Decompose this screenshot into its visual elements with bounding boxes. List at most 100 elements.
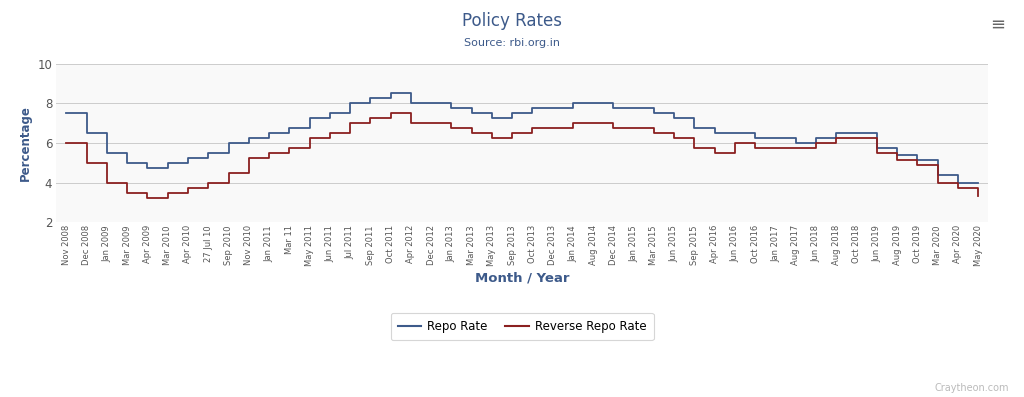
Reverse Repo Rate — [729, 141, 741, 145]
Reverse Repo Rate — [749, 146, 761, 150]
Reverse Repo Rate — [303, 135, 315, 140]
Reverse Repo Rate — [404, 121, 417, 125]
Repo Rate — [891, 152, 903, 157]
Repo Rate — [466, 111, 478, 116]
Reverse Repo Rate — [911, 162, 924, 167]
Repo Rate — [303, 116, 315, 121]
Reverse Repo Rate — [790, 146, 802, 150]
Reverse Repo Rate — [324, 131, 336, 135]
Repo Rate — [628, 106, 640, 111]
Reverse Repo Rate — [141, 195, 154, 200]
Repo Rate — [668, 116, 680, 121]
Repo Rate — [404, 101, 417, 106]
Repo Rate — [810, 135, 822, 140]
Reverse Repo Rate — [932, 180, 944, 185]
Repo Rate — [162, 160, 174, 165]
Reverse Repo Rate — [607, 126, 620, 131]
Line: Repo Rate: Repo Rate — [67, 93, 978, 183]
Reverse Repo Rate — [506, 131, 518, 135]
Legend: Repo Rate, Reverse Repo Rate: Repo Rate, Reverse Repo Rate — [391, 313, 653, 340]
Reverse Repo Rate — [202, 180, 214, 185]
Repo Rate — [932, 172, 944, 177]
Reverse Repo Rate — [162, 190, 174, 195]
Repo Rate — [60, 111, 73, 116]
Reverse Repo Rate — [951, 185, 964, 190]
Reverse Repo Rate — [182, 185, 195, 190]
Reverse Repo Rate — [384, 111, 396, 116]
Repo Rate — [243, 135, 255, 140]
Reverse Repo Rate — [485, 135, 498, 140]
Repo Rate — [526, 106, 539, 111]
Repo Rate — [607, 106, 620, 111]
Reverse Repo Rate — [587, 121, 599, 125]
Reverse Repo Rate — [891, 158, 903, 162]
Repo Rate — [951, 180, 964, 185]
Reverse Repo Rate — [344, 121, 356, 125]
Reverse Repo Rate — [547, 126, 559, 131]
Repo Rate — [790, 141, 802, 145]
Reverse Repo Rate — [769, 146, 781, 150]
Repo Rate — [425, 101, 437, 106]
Reverse Repo Rate — [81, 160, 93, 165]
Reverse Repo Rate — [566, 121, 579, 125]
Text: Craytheon.com: Craytheon.com — [934, 383, 1009, 393]
Repo Rate — [485, 116, 498, 121]
Reverse Repo Rate — [810, 141, 822, 145]
Repo Rate — [769, 135, 781, 140]
Repo Rate — [202, 150, 214, 155]
Repo Rate — [324, 111, 336, 116]
Text: ≡: ≡ — [990, 16, 1006, 34]
Repo Rate — [506, 111, 518, 116]
Repo Rate — [749, 135, 761, 140]
Reverse Repo Rate — [688, 146, 700, 150]
Repo Rate — [384, 91, 396, 96]
Reverse Repo Rate — [283, 146, 295, 150]
Reverse Repo Rate — [263, 150, 275, 155]
Repo Rate — [365, 96, 377, 101]
Line: Reverse Repo Rate: Reverse Repo Rate — [67, 113, 978, 197]
Repo Rate — [972, 180, 984, 185]
Repo Rate — [587, 101, 599, 106]
Reverse Repo Rate — [668, 135, 680, 140]
Reverse Repo Rate — [425, 121, 437, 125]
Reverse Repo Rate — [870, 150, 883, 155]
Repo Rate — [263, 131, 275, 135]
Reverse Repo Rate — [628, 126, 640, 131]
Reverse Repo Rate — [526, 126, 539, 131]
Repo Rate — [688, 126, 700, 131]
Text: Policy Rates: Policy Rates — [462, 12, 562, 30]
Repo Rate — [222, 141, 234, 145]
Repo Rate — [100, 150, 113, 155]
Y-axis label: Percentage: Percentage — [18, 105, 32, 181]
Repo Rate — [850, 131, 862, 135]
Repo Rate — [344, 101, 356, 106]
Repo Rate — [709, 131, 721, 135]
Reverse Repo Rate — [222, 170, 234, 175]
Reverse Repo Rate — [60, 141, 73, 145]
Repo Rate — [566, 101, 579, 106]
Repo Rate — [830, 131, 843, 135]
X-axis label: Month / Year: Month / Year — [475, 272, 569, 285]
Repo Rate — [445, 106, 458, 111]
Reverse Repo Rate — [709, 150, 721, 155]
Repo Rate — [121, 160, 133, 165]
Repo Rate — [182, 156, 195, 160]
Reverse Repo Rate — [850, 135, 862, 140]
Reverse Repo Rate — [648, 131, 660, 135]
Repo Rate — [547, 106, 559, 111]
Reverse Repo Rate — [100, 180, 113, 185]
Reverse Repo Rate — [466, 131, 478, 135]
Reverse Repo Rate — [830, 135, 843, 140]
Reverse Repo Rate — [365, 116, 377, 121]
Reverse Repo Rate — [972, 193, 984, 198]
Repo Rate — [81, 131, 93, 135]
Repo Rate — [283, 126, 295, 131]
Repo Rate — [870, 146, 883, 150]
Repo Rate — [911, 158, 924, 162]
Reverse Repo Rate — [445, 126, 458, 131]
Text: Source: rbi.org.in: Source: rbi.org.in — [464, 38, 560, 48]
Repo Rate — [648, 111, 660, 116]
Reverse Repo Rate — [121, 190, 133, 195]
Repo Rate — [729, 131, 741, 135]
Reverse Repo Rate — [243, 156, 255, 160]
